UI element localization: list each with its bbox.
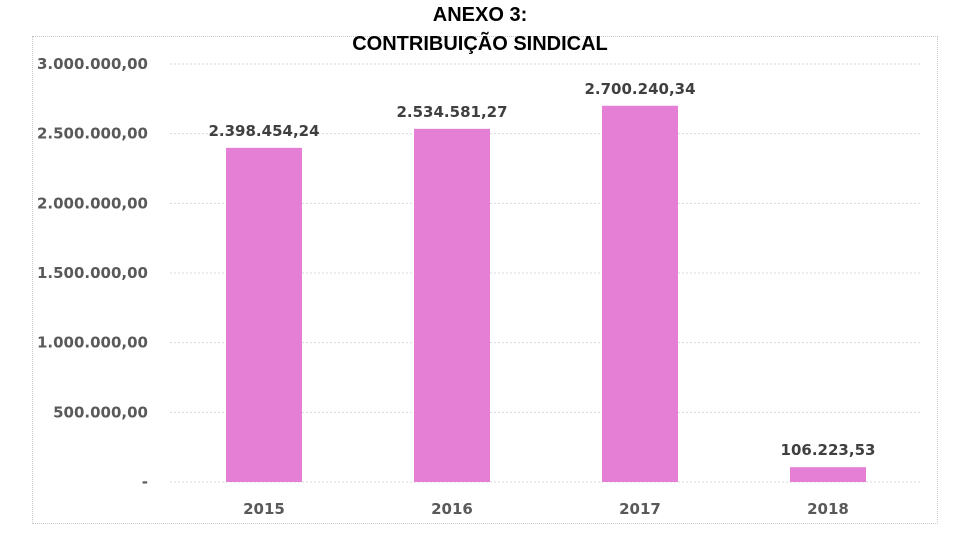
y-tick-label: -: [142, 473, 148, 491]
x-tick-label: 2018: [807, 500, 849, 518]
bar: [414, 128, 490, 483]
data-label: 2.398.454,24: [208, 122, 319, 140]
bar: [790, 467, 866, 482]
chart-frame: [32, 36, 938, 524]
chart-title: ANEXO 3:: [432, 4, 528, 26]
chart-subtitle: CONTRIBUIÇÃO SINDICAL: [352, 33, 608, 55]
y-tick-label: 1.500.000,00: [37, 264, 148, 282]
y-tick-label: 1.000.000,00: [37, 334, 148, 352]
bar: [226, 147, 302, 482]
y-tick-label: 2.000.000,00: [37, 194, 148, 212]
data-label: 2.700.240,34: [584, 80, 695, 98]
data-label: 2.534.581,27: [396, 103, 507, 121]
x-tick-label: 2016: [431, 500, 473, 518]
y-tick-label: 3.000.000,00: [37, 55, 148, 73]
bar: [602, 105, 678, 482]
x-tick-label: 2015: [243, 500, 285, 518]
x-tick-label: 2017: [619, 500, 661, 518]
y-tick-label: 2.500.000,00: [37, 125, 148, 143]
data-label: 106.223,53: [781, 441, 876, 459]
y-tick-label: 500.000,00: [53, 403, 148, 421]
